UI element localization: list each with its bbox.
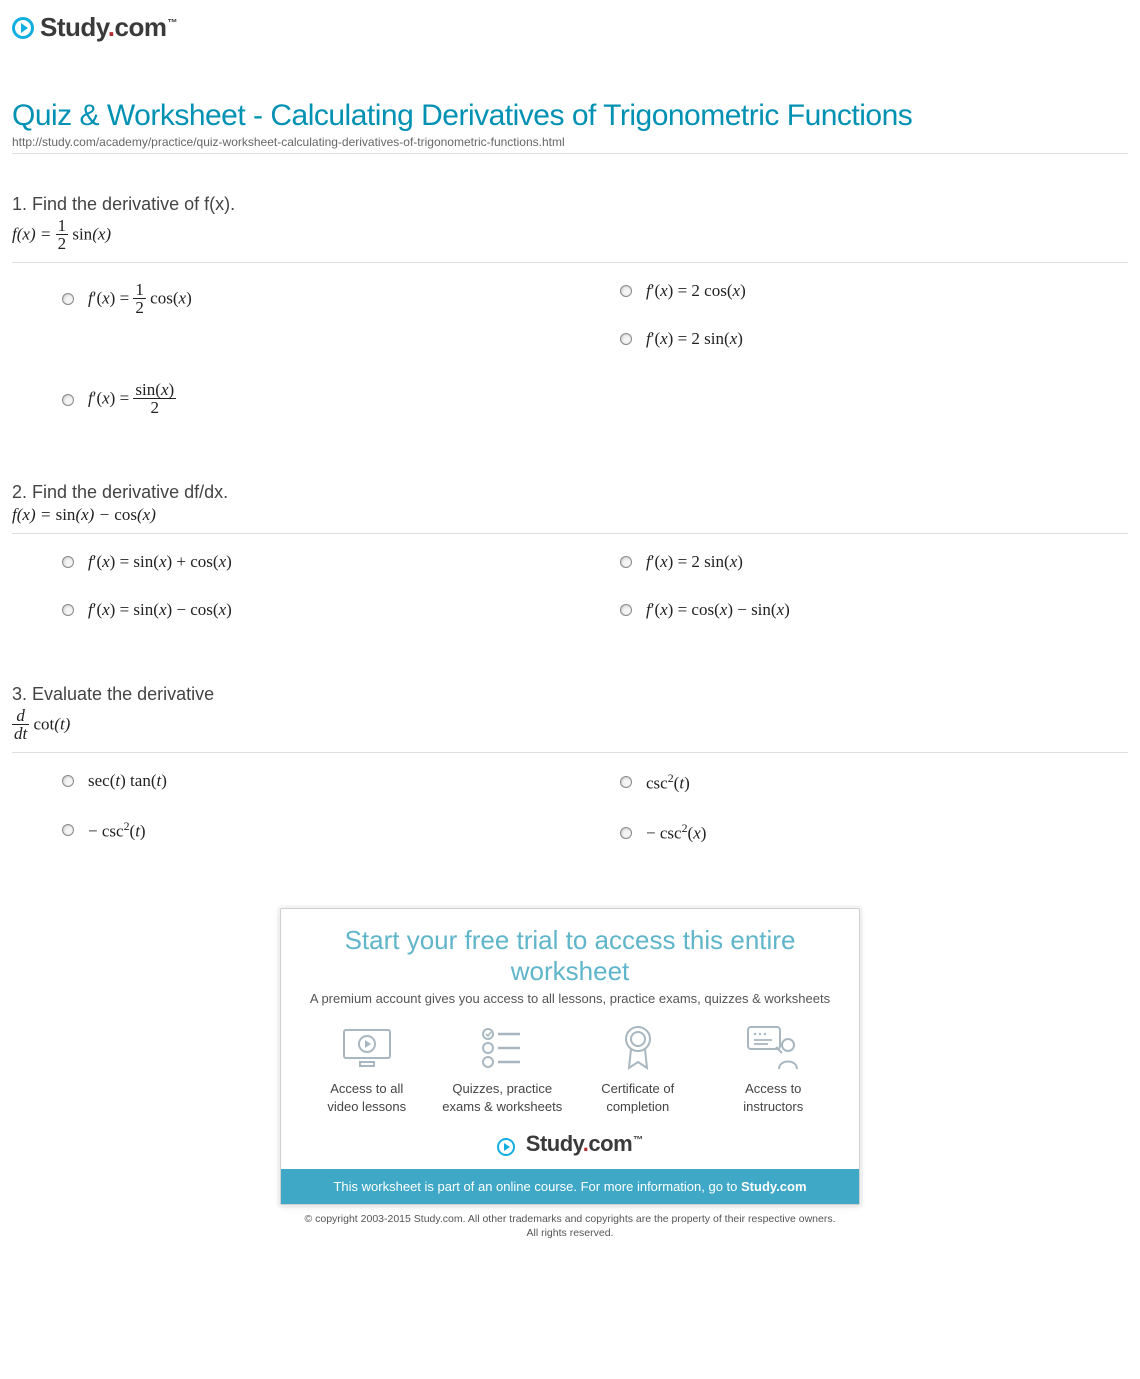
options-column: f′(x) = 12 cos(x) f′(x) = sin(x)2 xyxy=(12,267,570,432)
page-url: http://study.com/academy/practice/quiz-w… xyxy=(12,135,1128,149)
brand-text: Study.com™ xyxy=(526,1131,643,1156)
answer-option[interactable]: f′(x) = sin(x) − cos(x) xyxy=(12,586,570,634)
options-row: sec(t) tan(t) − csc2(t) csc2(t) − csc2(x) xyxy=(12,757,1128,858)
answer-math: sec(t) tan(t) xyxy=(88,771,167,791)
promo-bar-text: This worksheet is part of an online cour… xyxy=(333,1179,741,1194)
answer-option[interactable]: f′(x) = 2 sin(x) xyxy=(570,315,1128,363)
radio-icon[interactable] xyxy=(620,333,632,345)
question-divider xyxy=(12,533,1128,534)
answer-math: f′(x) = 2 sin(x) xyxy=(646,552,743,572)
answer-option[interactable]: f′(x) = sin(x) + cos(x) xyxy=(12,538,570,586)
monitor-play-icon xyxy=(302,1024,432,1072)
promo-features: Access to allvideo lessonsQuizzes, pract… xyxy=(299,1024,841,1115)
questions-list: 1. Find the derivative of f(x).f(x) = 12… xyxy=(12,194,1128,858)
instructor-icon xyxy=(708,1024,838,1072)
copyright-line1: © copyright 2003-2015 Study.com. All oth… xyxy=(304,1213,835,1225)
promo-feature-label: Certificate ofcompletion xyxy=(573,1080,703,1115)
question-block: 2. Find the derivative df/dx.f(x) = sin(… xyxy=(12,482,1128,634)
answer-option[interactable]: − csc2(t) xyxy=(12,805,570,856)
promo-card: Start your free trial to access this ent… xyxy=(280,908,860,1205)
radio-icon[interactable] xyxy=(62,394,74,406)
radio-icon[interactable] xyxy=(62,775,74,787)
options-row: f′(x) = sin(x) + cos(x) f′(x) = sin(x) − … xyxy=(12,538,1128,634)
question-prompt: 1. Find the derivative of f(x). xyxy=(12,194,1128,215)
answer-math: f′(x) = cos(x) − sin(x) xyxy=(646,600,790,620)
answer-math: f′(x) = 2 cos(x) xyxy=(646,281,746,301)
answer-math: f′(x) = sin(x) − cos(x) xyxy=(88,600,232,620)
radio-icon[interactable] xyxy=(620,604,632,616)
radio-icon[interactable] xyxy=(620,285,632,297)
brand-text: Study.com™ xyxy=(40,12,177,43)
options-row: f′(x) = 12 cos(x)f′(x) = sin(x)2f′(x) = … xyxy=(12,267,1128,432)
copyright: © copyright 2003-2015 Study.com. All oth… xyxy=(280,1213,860,1240)
play-icon xyxy=(12,17,34,39)
answer-math: − csc2(x) xyxy=(646,821,706,844)
promo-subtitle: A premium account gives you access to al… xyxy=(299,991,841,1006)
question-given: f(x) = 12 sin(x) xyxy=(12,217,1128,254)
promo-feature: Access toinstructors xyxy=(708,1024,838,1115)
promo-bar-link[interactable]: Study.com xyxy=(741,1179,807,1194)
answer-option[interactable]: csc2(t) xyxy=(570,757,1128,808)
radio-icon[interactable] xyxy=(62,556,74,568)
question-block: 1. Find the derivative of f(x).f(x) = 12… xyxy=(12,194,1128,432)
options-column: sec(t) tan(t) − csc2(t) xyxy=(12,757,570,858)
radio-icon[interactable] xyxy=(62,604,74,616)
answer-option[interactable]: f′(x) = cos(x) − sin(x) xyxy=(570,586,1128,634)
promo-feature: Certificate ofcompletion xyxy=(573,1024,703,1115)
question-given: f(x) = sin(x) − cos(x) xyxy=(12,505,1128,525)
page-container: Study.com™ Quiz & Worksheet - Calculatin… xyxy=(0,0,1140,1252)
promo-bar[interactable]: This worksheet is part of an online cour… xyxy=(281,1169,859,1204)
radio-icon[interactable] xyxy=(62,293,74,305)
answer-math: − csc2(t) xyxy=(88,819,146,842)
promo-feature: Quizzes, practiceexams & worksheets xyxy=(437,1024,567,1115)
radio-icon[interactable] xyxy=(620,776,632,788)
promo-feature: Access to allvideo lessons xyxy=(302,1024,432,1115)
answer-math: f′(x) = sin(x) + cos(x) xyxy=(88,552,232,572)
question-prompt: 3. Evaluate the derivative xyxy=(12,684,1128,705)
answer-math: csc2(t) xyxy=(646,771,690,794)
list-check-icon xyxy=(437,1024,567,1072)
options-column: f′(x) = sin(x) + cos(x) f′(x) = sin(x) − … xyxy=(12,538,570,634)
play-icon xyxy=(497,1138,515,1156)
question-prompt: 2. Find the derivative df/dx. xyxy=(12,482,1128,503)
brand-logo: Study.com™ xyxy=(12,12,1128,49)
radio-icon[interactable] xyxy=(620,556,632,568)
question-block: 3. Evaluate the derivativeddt cot(t) sec(… xyxy=(12,684,1128,858)
answer-math: f′(x) = 2 sin(x) xyxy=(646,329,743,349)
promo-feature-label: Access to allvideo lessons xyxy=(302,1080,432,1115)
answer-option[interactable]: f′(x) = 2 cos(x) xyxy=(570,267,1128,315)
page-title: Quiz & Worksheet - Calculating Derivativ… xyxy=(12,99,1128,133)
options-column: csc2(t) − csc2(x) xyxy=(570,757,1128,858)
radio-icon[interactable] xyxy=(620,827,632,839)
answer-option[interactable]: f′(x) = 12 cos(x) xyxy=(12,267,570,368)
question-divider xyxy=(12,752,1128,753)
title-divider xyxy=(12,153,1128,154)
radio-icon[interactable] xyxy=(62,824,74,836)
promo-brand-logo: Study.com™ xyxy=(299,1131,841,1157)
options-column: f′(x) = 2 cos(x) f′(x) = 2 sin(x) xyxy=(570,267,1128,432)
promo-feature-label: Access toinstructors xyxy=(708,1080,838,1115)
copyright-line2: All rights reserved. xyxy=(527,1227,614,1239)
question-divider xyxy=(12,262,1128,263)
answer-option[interactable]: f′(x) = 2 sin(x) xyxy=(570,538,1128,586)
ribbon-icon xyxy=(573,1024,703,1072)
answer-option[interactable]: f′(x) = sin(x)2 xyxy=(12,367,570,432)
promo-title: Start your free trial to access this ent… xyxy=(299,925,841,987)
answer-option[interactable]: − csc2(x) xyxy=(570,807,1128,858)
answer-math: f′(x) = 12 cos(x) xyxy=(88,281,192,318)
promo-feature-label: Quizzes, practiceexams & worksheets xyxy=(437,1080,567,1115)
question-given: ddt cot(t) xyxy=(12,707,1128,744)
answer-option[interactable]: sec(t) tan(t) xyxy=(12,757,570,805)
answer-math: f′(x) = sin(x)2 xyxy=(88,381,176,418)
options-column: f′(x) = 2 sin(x) f′(x) = cos(x) − sin(x) xyxy=(570,538,1128,634)
